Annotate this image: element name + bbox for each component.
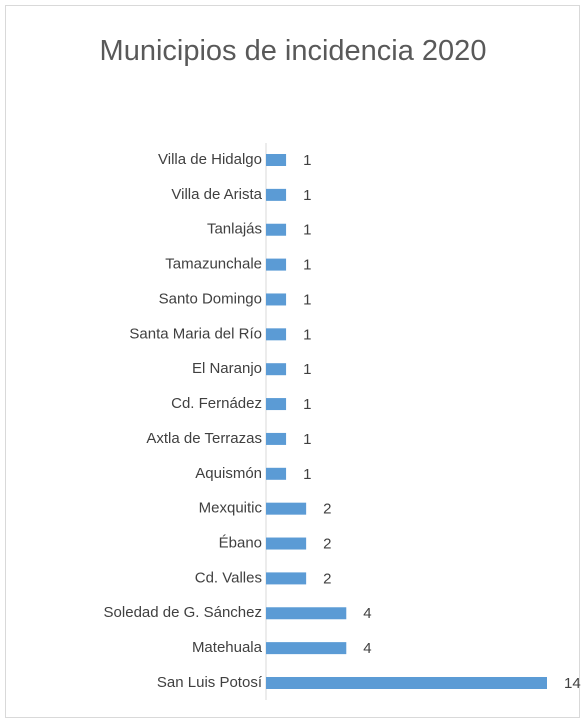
- bar: [266, 293, 287, 306]
- bar: [266, 607, 347, 620]
- data-label: 2: [323, 536, 331, 553]
- data-label: 4: [363, 605, 371, 622]
- bar: [266, 398, 287, 411]
- y-tick-label: Matehuala: [192, 639, 263, 656]
- bar: [266, 328, 287, 341]
- y-tick-label: El Naranjo: [192, 360, 262, 377]
- y-tick-label: Santa Maria del Río: [129, 325, 262, 342]
- y-tick-label: Santo Domingo: [159, 290, 262, 307]
- y-tick-label: Villa de Arista: [171, 186, 262, 203]
- chart-title: Municipios de incidencia 2020: [99, 35, 487, 67]
- y-tick-label: San Luis Potosí: [157, 674, 263, 691]
- y-tick-label: Tanlajás: [207, 221, 262, 238]
- y-tick-label: Aquismón: [195, 465, 262, 482]
- bar: [266, 537, 307, 550]
- y-tick-label: Soledad de G. Sánchez: [104, 604, 262, 621]
- bar: [266, 432, 287, 445]
- data-label: 14: [564, 675, 581, 692]
- bar: [266, 467, 287, 480]
- y-tick-label: Villa de Hidalgo: [158, 151, 262, 168]
- bar: [266, 363, 287, 376]
- data-label: 2: [323, 501, 331, 518]
- chart-frame: [5, 5, 580, 718]
- data-label: 1: [303, 257, 311, 274]
- bar: [266, 642, 347, 655]
- data-label: 1: [303, 152, 311, 169]
- bar: [266, 188, 287, 201]
- data-label: 1: [303, 396, 311, 413]
- bar: [266, 223, 287, 236]
- data-label: 1: [303, 291, 311, 308]
- data-label: 4: [363, 640, 371, 657]
- y-tick-label: Tamazunchale: [165, 256, 262, 273]
- bar: [266, 258, 287, 271]
- y-tick-label: Ébano: [219, 535, 262, 552]
- data-label: 1: [303, 431, 311, 448]
- y-tick-label: Mexquitic: [199, 500, 263, 517]
- bar: [266, 572, 307, 585]
- y-tick-label: Cd. Valles: [195, 569, 262, 586]
- data-label: 1: [303, 361, 311, 378]
- bar: [266, 677, 547, 689]
- data-label: 1: [303, 326, 311, 343]
- y-tick-label: Cd. Fernádez: [171, 395, 262, 412]
- bar: [266, 502, 307, 515]
- data-label: 1: [303, 222, 311, 239]
- bar: [266, 154, 287, 166]
- data-label: 1: [303, 466, 311, 483]
- y-tick-label: Axtla de Terrazas: [146, 430, 262, 447]
- data-label: 1: [303, 187, 311, 204]
- data-label: 2: [323, 570, 331, 587]
